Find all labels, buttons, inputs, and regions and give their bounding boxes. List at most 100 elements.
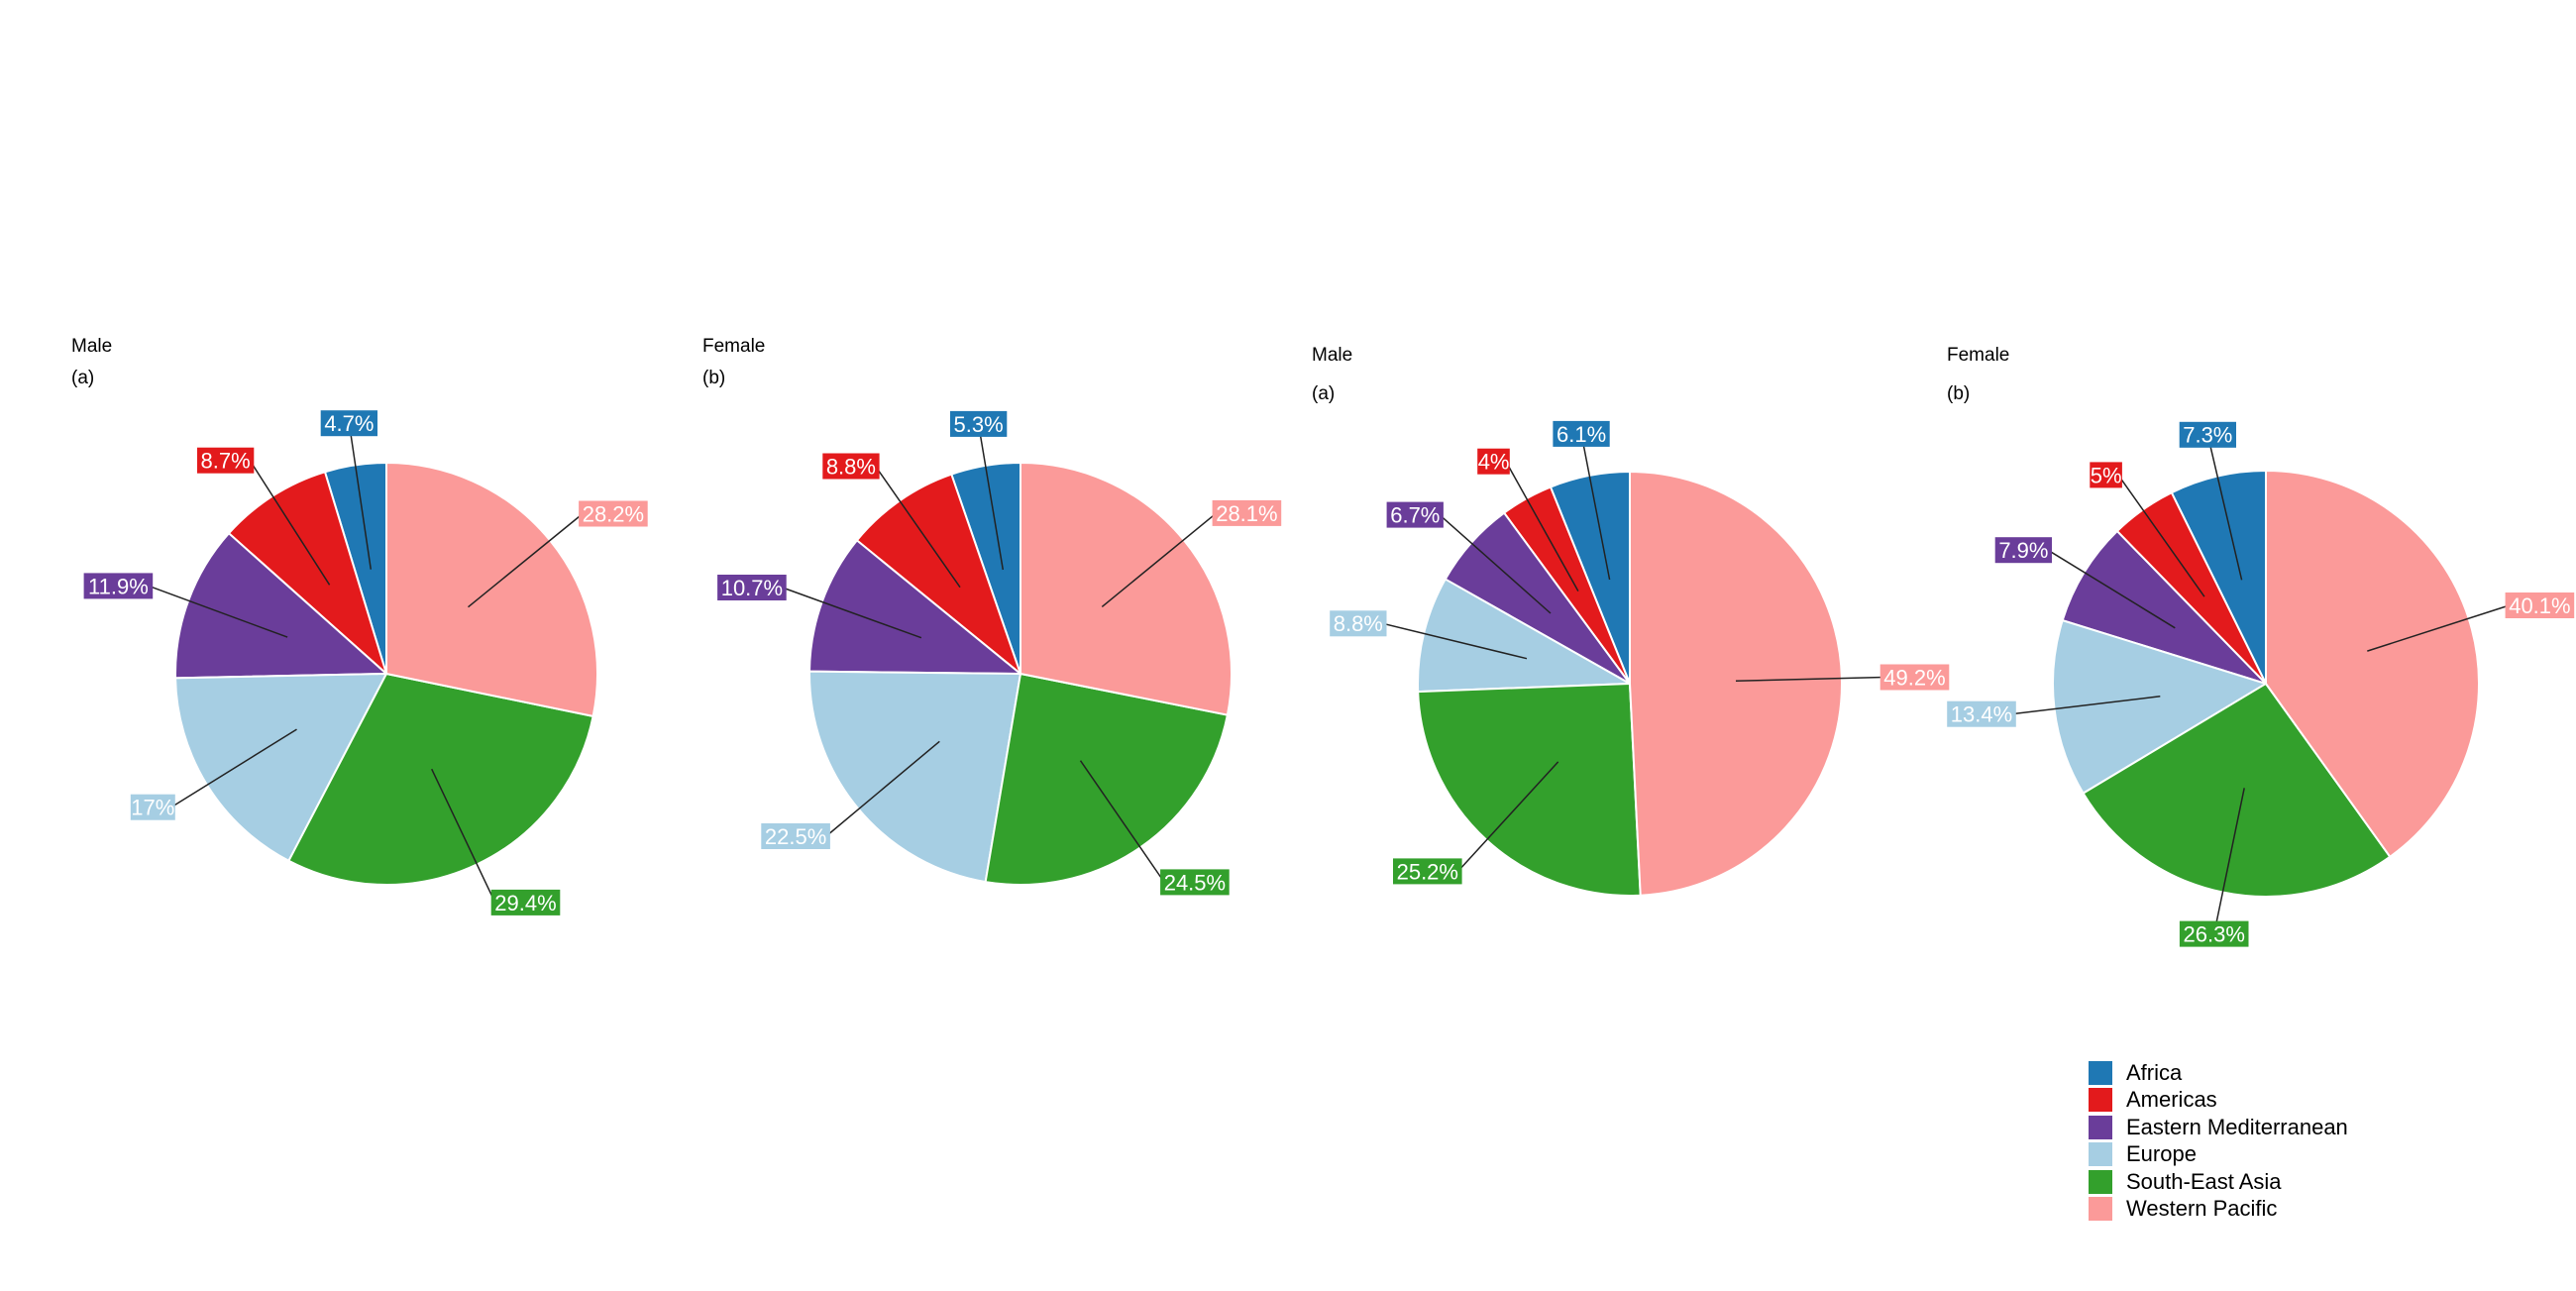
value-label-box-eastern-mediterranean [717, 575, 787, 600]
legend-swatch-eastern-mediterranean [2089, 1115, 2112, 1139]
leader-line-europe [1382, 622, 1528, 660]
value-label-box-south-east-asia [490, 889, 561, 915]
leader-line-eastern-mediterranean [1439, 514, 1552, 614]
legend-label-eastern-mediterranean: Eastern Mediterranean [2126, 1114, 2348, 1139]
leader-line-eastern-mediterranean [148, 585, 288, 638]
legend-label-americas: Americas [2126, 1087, 2217, 1113]
panel-3-subtitle: (a) [1312, 383, 1336, 404]
value-label-box-americas [197, 447, 255, 474]
leader-line-africa [1580, 433, 1611, 581]
leader-line-western-pacific [2367, 604, 2510, 652]
value-label-box-south-east-asia [1160, 869, 1230, 896]
panel-3-title: Male [1312, 345, 1353, 366]
value-label-box-eastern-mediterranean [1994, 537, 2052, 564]
leader-line-western-pacific [1735, 676, 1884, 683]
value-label-box-europe [130, 794, 175, 820]
value-label-western-pacific: 49.2% [1883, 666, 1945, 691]
pie-chart-1: 4.7% 8.7% 11.9% 17% 29.4% 28.2% [83, 410, 648, 915]
slice-western-pacific [1629, 470, 1844, 897]
panel-1-subtitle: (a) [71, 368, 95, 388]
leader-line-south-east-asia [431, 768, 496, 904]
value-label-africa: 4.7% [324, 411, 374, 436]
leader-line-africa [977, 423, 1005, 571]
legend-label-south-east-asia: South-East Asia [2126, 1168, 2282, 1194]
value-label-box-americas [1477, 448, 1510, 475]
value-label-box-eastern-mediterranean [1386, 501, 1444, 528]
pie-chart-4: 7.3% 5% 7.9% 13.4% 26.3% 40.1% [1947, 421, 2575, 947]
legend-swatch-western-pacific [2089, 1197, 2112, 1222]
panel-2-subtitle: (b) [702, 368, 726, 388]
leader-line-europe [170, 728, 297, 808]
panel-4-subtitle: (b) [1947, 383, 1971, 404]
leader-line-western-pacific [1101, 512, 1218, 607]
value-label-eastern-mediterranean: 6.7% [1390, 503, 1440, 528]
leader-line-south-east-asia [1457, 761, 1559, 872]
leader-line-africa [348, 423, 373, 570]
value-label-europe: 13.4% [1951, 702, 2012, 727]
legend-swatch-south-east-asia [2089, 1169, 2112, 1194]
legend-item-south-east-asia: South-East Asia [2089, 1168, 2348, 1196]
leader-line-south-east-asia [2212, 788, 2245, 934]
legend-swatch-americas [2089, 1088, 2112, 1113]
value-label-box-europe [1947, 700, 2016, 727]
pie-chart-2: 5.3% 8.8% 10.7% 22.5% 24.5% 28.1% [717, 410, 1282, 896]
value-label-box-western-pacific [1879, 664, 1950, 691]
legend-label-africa: Africa [2126, 1059, 2183, 1085]
leader-line-western-pacific [468, 512, 584, 608]
slice-western-pacific [385, 461, 598, 718]
value-label-western-pacific: 28.2% [583, 501, 644, 526]
value-label-box-americas [2090, 462, 2122, 488]
value-label-africa: 5.3% [954, 412, 1004, 437]
leader-line-eastern-mediterranean [2047, 549, 2176, 629]
panel-2-title: Female [702, 336, 766, 357]
value-label-south-east-asia: 25.2% [1397, 859, 1458, 884]
leader-line-americas [874, 466, 961, 589]
legend-item-americas: Americas [2089, 1087, 2348, 1115]
value-label-box-africa [950, 410, 1008, 437]
value-label-eastern-mediterranean: 10.7% [721, 576, 783, 600]
value-label-eastern-mediterranean: 11.9% [88, 574, 149, 598]
leader-line-eastern-mediterranean [782, 587, 922, 639]
value-label-box-africa [320, 410, 377, 437]
legend-label-western-pacific: Western Pacific [2126, 1196, 2278, 1222]
panel-4-title: Female [1947, 345, 2010, 366]
leader-line-americas [249, 460, 331, 586]
value-label-box-south-east-asia [2179, 920, 2249, 947]
leader-line-europe [825, 740, 940, 837]
value-label-western-pacific: 28.1% [1216, 501, 1277, 526]
value-label-africa: 7.3% [2183, 423, 2232, 448]
legend-item-western-pacific: Western Pacific [2089, 1196, 2348, 1224]
value-label-box-europe [761, 823, 830, 849]
value-label-box-americas [822, 453, 880, 480]
leader-line-americas [1505, 461, 1579, 592]
legend-item-europe: Europe [2089, 1141, 2348, 1169]
leader-line-americas [2117, 474, 2205, 597]
value-label-box-western-pacific [1212, 499, 1282, 526]
value-label-americas: 8.8% [826, 454, 876, 479]
value-label-box-eastern-mediterranean [83, 573, 154, 599]
leader-line-europe [2011, 696, 2161, 715]
leader-line-africa [2206, 434, 2243, 581]
value-label-box-western-pacific [2505, 592, 2575, 618]
value-label-box-south-east-asia [1393, 858, 1462, 885]
value-label-americas: 8.7% [201, 449, 251, 474]
legend-swatch-africa [2089, 1060, 2112, 1085]
value-label-box-africa [2179, 421, 2236, 448]
value-label-western-pacific: 40.1% [2509, 593, 2570, 618]
slice-western-pacific [1020, 461, 1233, 716]
value-label-south-east-asia: 26.3% [2184, 922, 2245, 947]
value-label-south-east-asia: 29.4% [494, 891, 556, 915]
value-label-box-africa [1553, 420, 1610, 447]
panel-1-title: Male [71, 336, 113, 357]
pie-chart-3: 6.1% 4% 6.7% 8.8% 25.2% 49.2% [1330, 420, 1950, 897]
value-label-europe: 17% [131, 796, 174, 820]
legend: Africa Americas Eastern Mediterranean Eu… [2089, 1059, 2348, 1223]
legend-item-eastern-mediterranean: Eastern Mediterranean [2089, 1114, 2348, 1141]
value-label-europe: 8.8% [1334, 611, 1383, 636]
slice-europe [808, 670, 1022, 884]
value-label-eastern-mediterranean: 7.9% [1998, 538, 2048, 563]
value-label-americas: 5% [2091, 463, 2122, 487]
legend-swatch-europe [2089, 1142, 2112, 1167]
legend-item-africa: Africa [2089, 1059, 2348, 1087]
